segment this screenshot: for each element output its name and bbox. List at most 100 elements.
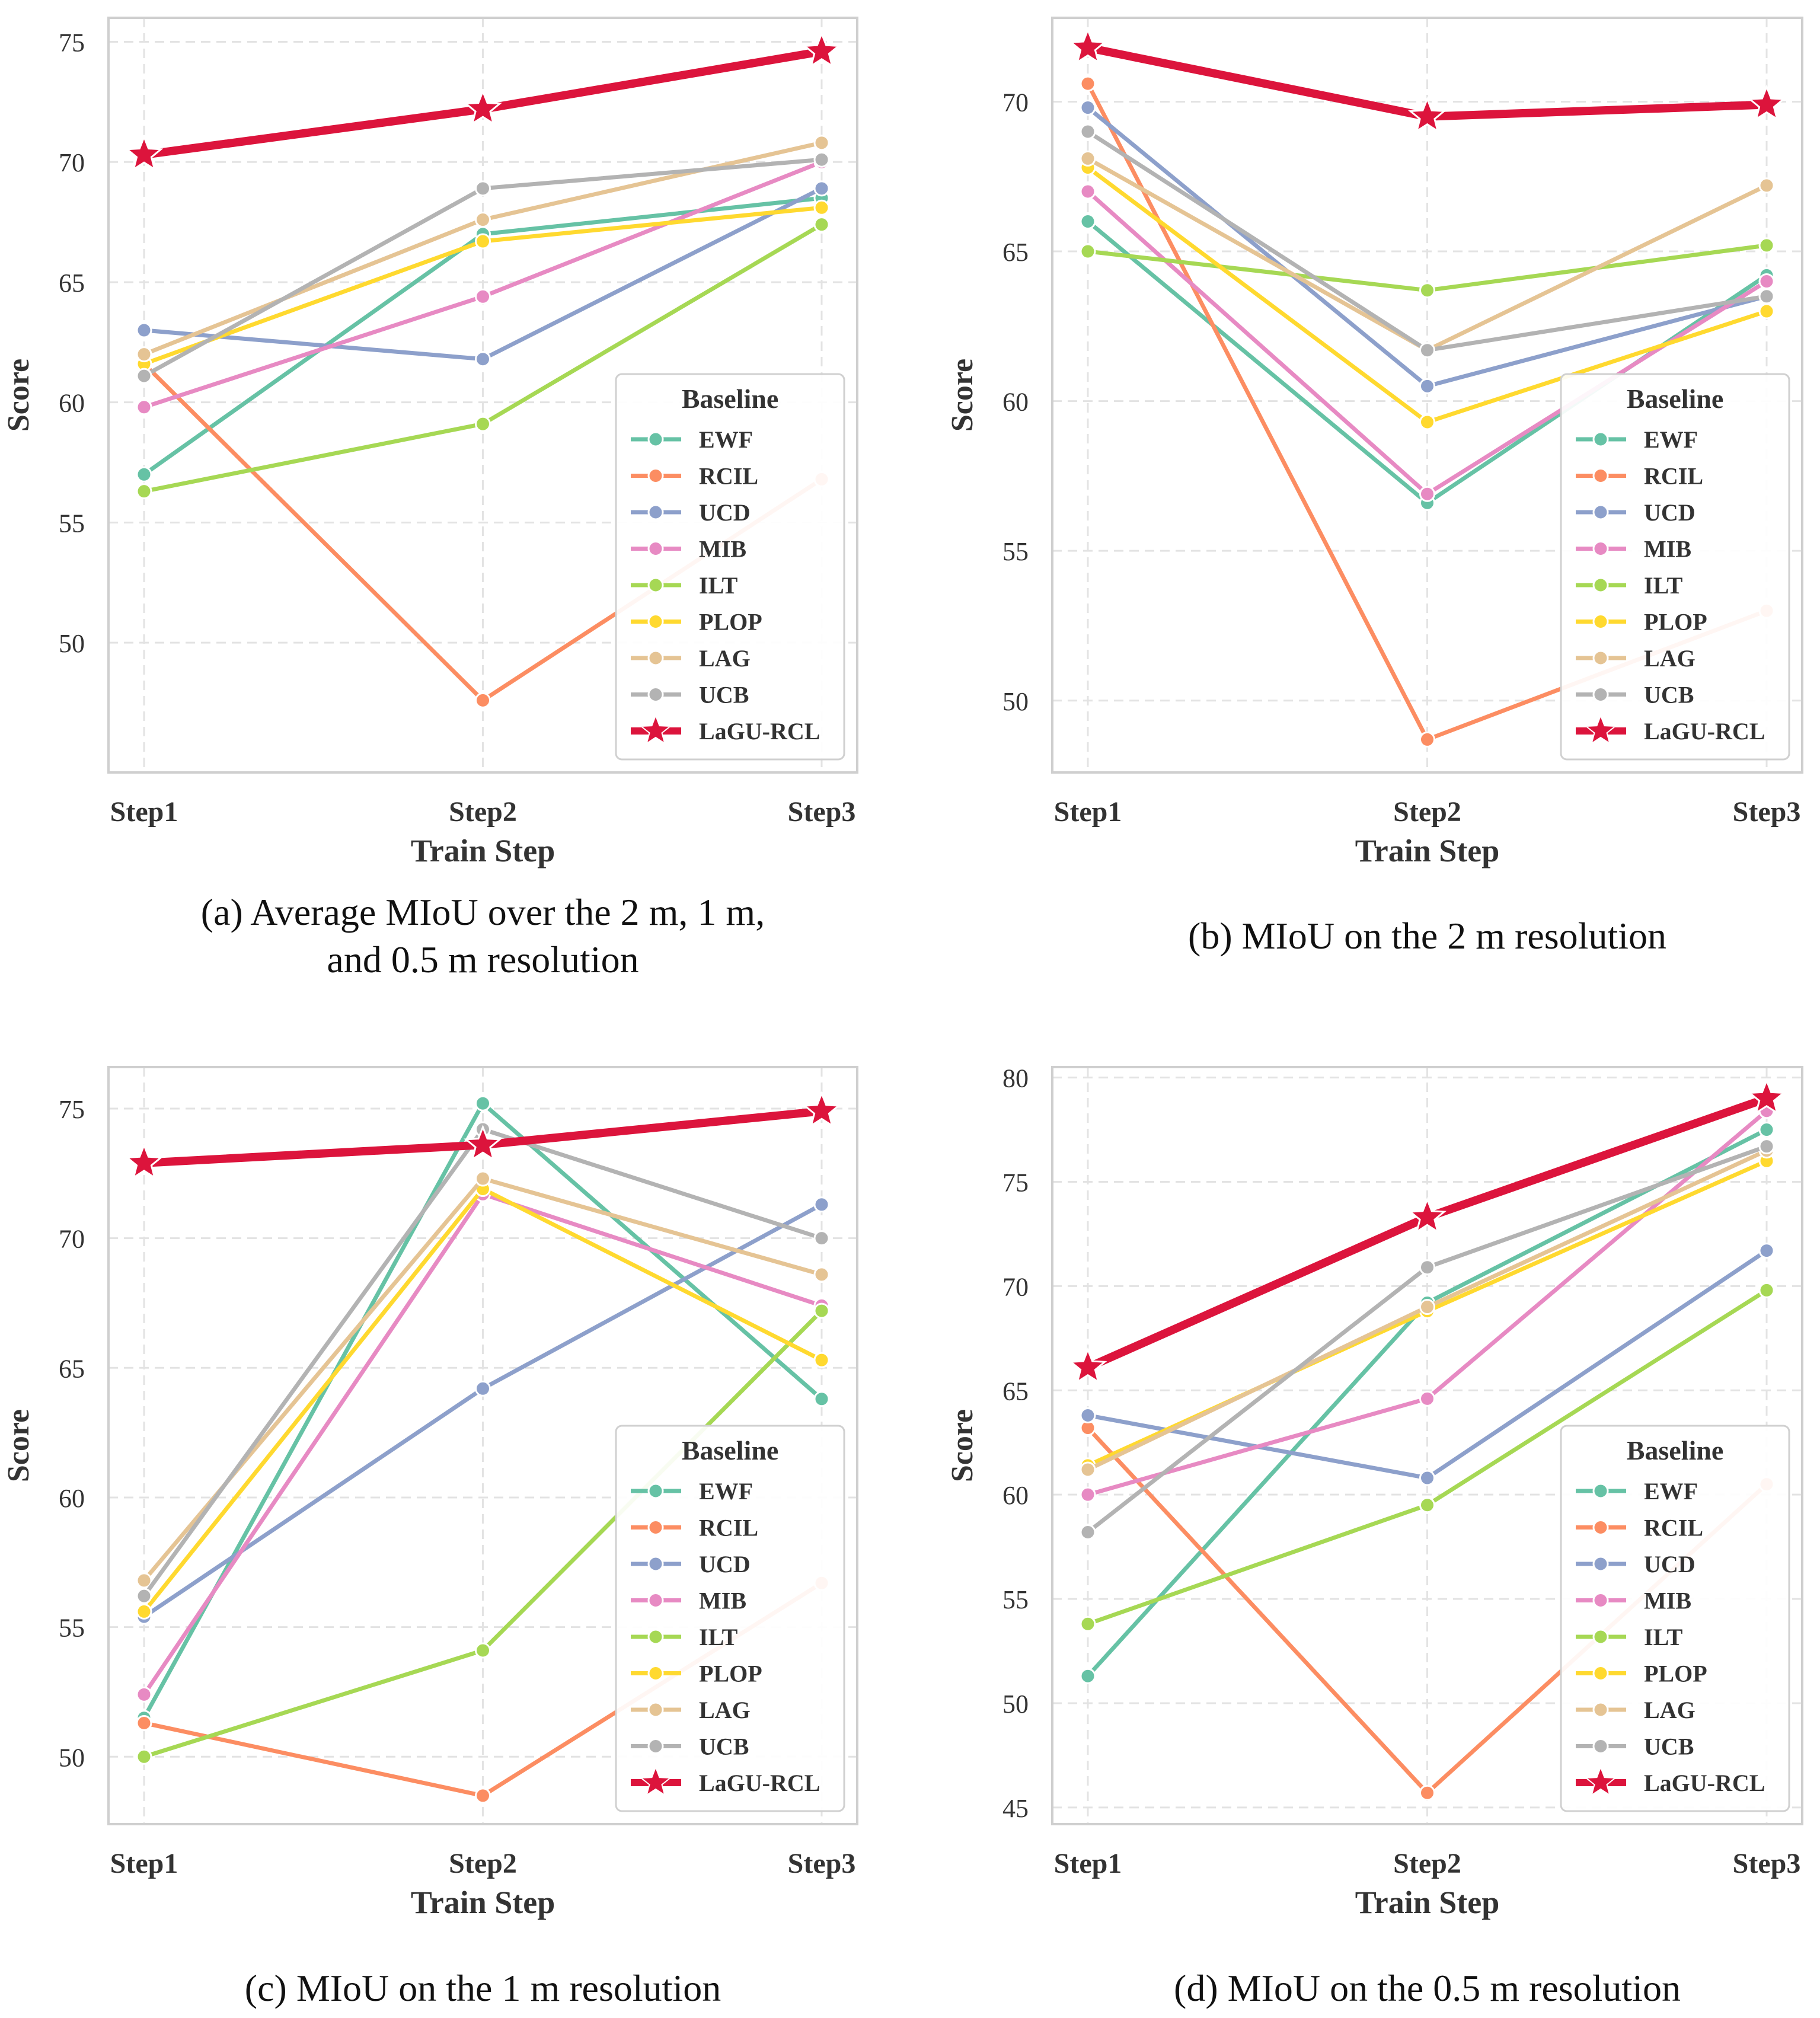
legend-star-marker (1584, 1765, 1617, 1797)
legend-marker (1592, 1519, 1609, 1535)
y-tick-label: 75 (59, 28, 85, 58)
legend-marker (647, 468, 664, 484)
legend-label: ILT (1644, 572, 1683, 599)
data-point (1080, 75, 1096, 92)
legend-star-marker (1584, 714, 1617, 745)
data-point (813, 180, 830, 197)
x-axis-label: Train Step (1355, 1885, 1500, 1920)
data-point-star (802, 31, 841, 68)
legend-marker (1592, 504, 1609, 521)
x-tick-label: Step2 (449, 796, 517, 828)
legend-item: UCD (1576, 1551, 1696, 1578)
legend-label: LAG (1644, 1697, 1696, 1723)
data-point (136, 1714, 152, 1731)
data-point (813, 1352, 830, 1368)
legend-marker (1592, 1738, 1609, 1754)
data-point (136, 1748, 152, 1765)
legend-label: UCD (699, 1551, 751, 1578)
legend-item: LaGU-RCL (631, 1765, 820, 1797)
data-point (1758, 1138, 1775, 1155)
legend-marker (1592, 614, 1609, 630)
legend: Baseline EWF RCIL UCD MIB ILT PLOP LAG UCB LaGU-R… (1560, 1425, 1790, 1812)
data-point (1419, 1470, 1435, 1486)
chart-panel-b: 50 55 60 65 70 Step1 Step2 Step3 Train Step Score… (946, 17, 1803, 957)
legend-marker (1592, 577, 1609, 593)
legend-item: ILT (1576, 572, 1683, 599)
data-point (1080, 1407, 1096, 1423)
legend-box (615, 1425, 845, 1812)
legend-marker (647, 1629, 664, 1645)
data-point (1419, 342, 1435, 359)
legend-marker (1592, 1701, 1609, 1718)
data-point (1080, 243, 1096, 260)
x-tick-label: Step3 (1733, 796, 1801, 828)
data-point (1419, 1784, 1435, 1801)
data-point-star (464, 88, 502, 126)
x-tick-label: Step1 (1054, 1848, 1122, 1879)
y-tick-label: 50 (59, 1743, 85, 1772)
data-point (813, 1302, 830, 1319)
legend-marker (1592, 1665, 1609, 1681)
x-tick-label: Step1 (110, 1848, 178, 1879)
legend-label: PLOP (1644, 609, 1707, 636)
legend-marker (1592, 686, 1609, 703)
legend-item: EWF (1576, 426, 1698, 453)
legend-item: EWF (631, 426, 753, 453)
legend-item: PLOP (1576, 609, 1707, 636)
x-tick-label: Step3 (788, 1848, 856, 1879)
legend-label: PLOP (1644, 1661, 1707, 1687)
data-point (1080, 1461, 1096, 1478)
legend-item: LAG (1576, 645, 1696, 672)
legend-label: LaGU-RCL (699, 718, 820, 745)
caption: (b) MIoU on the 2 m resolution (1188, 915, 1666, 957)
data-point (1080, 213, 1096, 230)
data-point (475, 1787, 491, 1804)
legend-label: EWF (699, 426, 753, 453)
data-point (1080, 1668, 1096, 1684)
x-axis-label: Train Step (1355, 833, 1500, 868)
data-point (475, 1380, 491, 1397)
data-point (136, 1603, 152, 1620)
y-tick-label: 70 (59, 148, 85, 177)
legend-label: ILT (1644, 1624, 1683, 1650)
legend-item: UCD (1576, 499, 1696, 526)
data-point (1758, 1243, 1775, 1259)
x-tick-label: Step2 (1393, 796, 1461, 828)
y-tick-label: 65 (59, 1354, 85, 1383)
legend-marker (647, 1483, 664, 1499)
legend-label: LaGU-RCL (699, 1770, 820, 1796)
y-tick-label: 55 (59, 1614, 85, 1643)
legend-label: EWF (1644, 426, 1698, 453)
data-point (813, 1196, 830, 1213)
y-tick-label: 60 (59, 389, 85, 418)
legend-marker (647, 1738, 664, 1754)
legend-label: MIB (699, 536, 746, 563)
legend-label: UCB (1644, 1733, 1694, 1760)
legend-marker (647, 650, 664, 666)
data-point (1758, 237, 1775, 254)
legend-title: Baseline (682, 1435, 779, 1465)
data-point (475, 233, 491, 250)
data-point (475, 288, 491, 305)
plot-frame (1051, 1066, 1803, 1825)
legend-label: ILT (699, 1624, 738, 1650)
legend-item: MIB (1576, 536, 1691, 563)
data-point (475, 416, 491, 432)
legend-label: EWF (1644, 1478, 1698, 1505)
data-point (1080, 123, 1096, 140)
caption: (c) MIoU on the 1 m resolution (245, 1967, 721, 2009)
data-point (136, 1572, 152, 1589)
legend-item: EWF (1576, 1478, 1698, 1505)
data-point (813, 216, 830, 233)
data-point (813, 1391, 830, 1407)
legend-title: Baseline (1627, 384, 1724, 414)
legend-marker (1592, 431, 1609, 448)
legend-item: LaGU-RCL (631, 714, 820, 745)
plot-frame (107, 1066, 858, 1825)
data-point (1758, 1122, 1775, 1138)
y-axis-label: Score (2, 1409, 36, 1482)
legend-label: ILT (699, 572, 738, 599)
legend-marker (1592, 1592, 1609, 1608)
y-tick-label: 70 (1002, 1272, 1029, 1301)
